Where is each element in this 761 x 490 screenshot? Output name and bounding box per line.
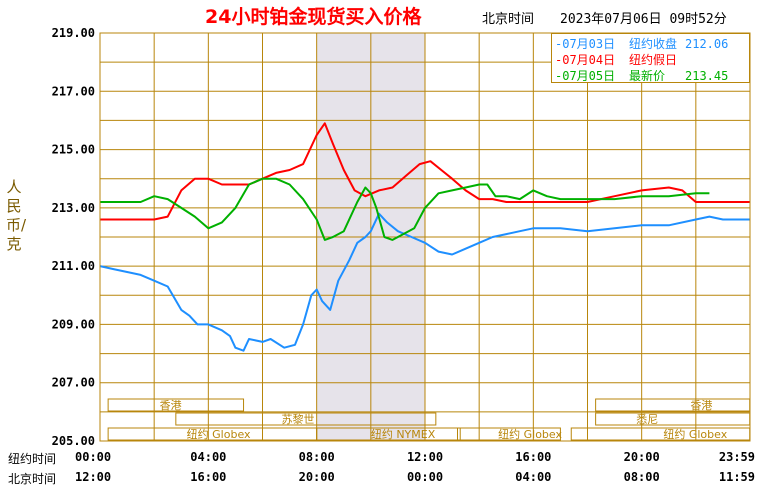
x-tick-label-ny: 20:00 <box>624 450 660 464</box>
legend-date: -07月05日 <box>555 69 616 83</box>
series-line-07月03日 <box>99 212 750 352</box>
x-tick-label-bj: 08:00 <box>624 470 660 484</box>
session-label: 纽约 Globex <box>498 427 562 441</box>
legend-label: 最新价 <box>629 69 666 83</box>
x-tick-label-ny: 12:00 <box>407 450 443 464</box>
legend-item-jul05: -07月05日 最新价 213.45 <box>555 67 729 83</box>
y-tick-label: 219.00 <box>52 26 95 40</box>
y-tick-label: 211.00 <box>52 259 95 273</box>
y-tick-label: 215.00 <box>52 143 95 157</box>
legend-label: 纽约收盘 <box>629 37 678 51</box>
timezone-label: 北京时间 <box>482 12 535 27</box>
x-tick-label-bj: 11:59 <box>719 470 755 484</box>
y-axis-label: 人民币/克 <box>6 178 27 253</box>
legend-item-jul04: -07月04日 纽约假日 <box>555 51 685 67</box>
series-lines <box>99 122 750 352</box>
x-tick-label-ny: 16:00 <box>515 450 551 464</box>
y-tick-label: 209.00 <box>52 317 95 331</box>
legend-value: 212.06 <box>685 37 729 51</box>
ny-time-row-label: 纽约时间 <box>8 452 57 466</box>
y-tick-label: 205.00 <box>52 434 95 448</box>
plot-frame <box>99 32 751 442</box>
session-label: 苏黎世 <box>281 412 314 426</box>
y-tick-label: 207.00 <box>52 376 95 390</box>
session-box <box>175 412 437 426</box>
session-label: 香港 <box>160 399 182 412</box>
x-tick-label-bj: 12:00 <box>75 470 111 484</box>
legend-label: 纽约假日 <box>629 53 678 67</box>
x-tick-labels: 00:00 12:00 04:00 16:00 08:00 20:00 12:00 00:00… <box>75 450 755 484</box>
legend-date: -07月04日 <box>555 53 616 67</box>
legend-value: 213.45 <box>685 69 729 83</box>
session-box <box>457 427 561 441</box>
x-tick-label-ny: 08:00 <box>299 450 335 464</box>
x-tick-label-ny: 23:59 <box>719 450 755 464</box>
series-line-07月05日 <box>100 177 710 241</box>
y-tick-labels: 219.00 217.00 215.00 213.00 211.00 209.00 207.… <box>52 26 95 448</box>
legend: -07月03日 纽约收盘 212.06 -07月04日 纽约假日 -07月05日 最新价… <box>551 33 750 83</box>
chart-title: 24小时铂金现货买入价格 <box>205 6 422 28</box>
session-label: 纽约 Globex <box>663 427 727 441</box>
timestamp: 2023年07月06日 09时52分 <box>560 12 727 27</box>
session-box <box>316 427 461 441</box>
legend-date: -07月03日 <box>555 37 616 51</box>
session-label: 纽约 Globex <box>187 427 251 441</box>
y-tick-label: 213.00 <box>52 201 95 215</box>
x-tick-label-ny: 00:00 <box>75 450 111 464</box>
legend-item-jul03: -07月03日 纽约收盘 212.06 <box>555 35 729 51</box>
bj-time-row-label: 北京时间 <box>8 472 57 486</box>
session-label: 悉尼 <box>636 413 658 426</box>
x-tick-label-ny: 04:00 <box>190 450 226 464</box>
x-tick-label-bj: 20:00 <box>299 470 335 484</box>
x-tick-label-bj: 00:00 <box>407 470 443 484</box>
session-label: 香港 <box>690 399 712 412</box>
y-tick-label: 217.00 <box>52 84 95 98</box>
x-tick-label-bj: 16:00 <box>190 470 226 484</box>
session-label: 纽约 NYMEX <box>371 427 436 441</box>
session-box <box>107 398 245 412</box>
x-tick-label-bj: 04:00 <box>515 470 551 484</box>
